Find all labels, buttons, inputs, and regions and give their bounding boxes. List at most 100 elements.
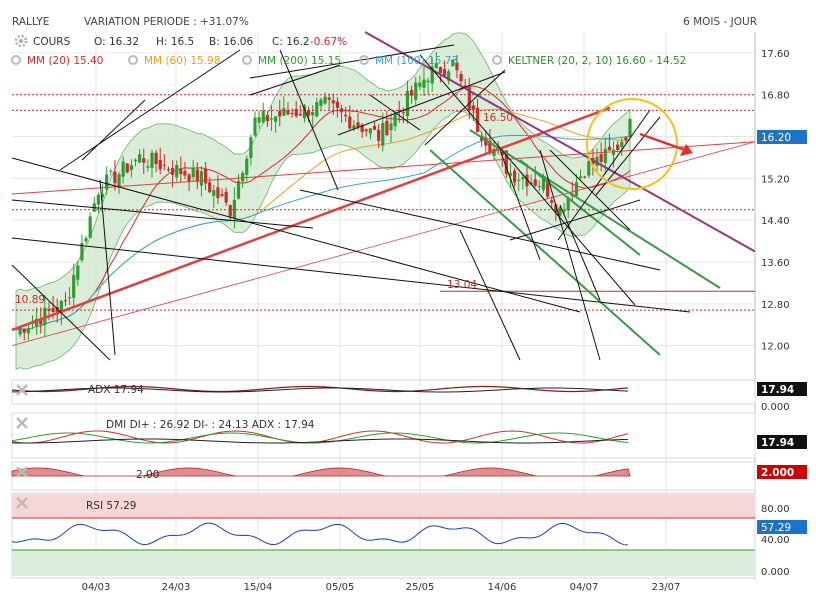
ma-legend-text: MM (100) 15.73: [375, 55, 458, 67]
candle-body: [109, 170, 113, 172]
panel-close-icon[interactable]: [16, 384, 28, 396]
candle-body: [158, 159, 162, 170]
black-trendline: [509, 199, 641, 241]
candle-body: [578, 176, 583, 178]
black-trendline: [279, 49, 339, 191]
candle-body: [438, 66, 443, 73]
rsi-oversold-zone: [12, 550, 755, 576]
candle-body: [162, 164, 166, 166]
ma-legend-item: MM (100) 15.73: [359, 55, 458, 67]
candle-body: [236, 181, 241, 199]
rsi-line: [11, 522, 629, 546]
settings-gear-icon[interactable]: [14, 34, 28, 48]
candle-body: [117, 174, 121, 188]
price-tick: 14.40: [761, 216, 790, 227]
candle-body: [508, 173, 513, 176]
panel-frame: [11, 412, 756, 459]
candle-body: [228, 205, 232, 217]
candle-body: [381, 122, 385, 146]
candle-body: [500, 152, 504, 156]
candle-body: [212, 189, 216, 196]
ohlc-high: H: 16.5: [156, 36, 194, 48]
ma-legend-item: KELTNER (20, 2, 10) 16.60 - 14.52: [492, 55, 686, 67]
candle-body: [434, 63, 438, 68]
trix-area: [11, 467, 631, 477]
candle-body: [393, 114, 397, 127]
black-trendline: [11, 157, 581, 313]
time-axis: 04/03 24/03 15/04 05/05 25/05 14/06 04/07 23/07: [82, 582, 681, 593]
candle-body: [59, 300, 63, 313]
candle-body: [282, 108, 286, 116]
black-trendline: [249, 64, 341, 96]
candle-body: [525, 174, 529, 187]
adx-value: 17.94: [761, 384, 794, 396]
dmi-minus-line: [11, 432, 629, 444]
candle-body: [39, 318, 43, 325]
candle-body: [261, 110, 265, 123]
candle-body: [274, 116, 278, 122]
adx-zero: 0.000: [761, 402, 790, 413]
black-trendline: [419, 54, 636, 306]
candle-body: [422, 79, 426, 88]
candle-body: [504, 150, 508, 174]
panel-close-icon[interactable]: [16, 466, 28, 478]
black-trendline: [249, 44, 455, 79]
candle-body: [545, 180, 550, 197]
candle-body: [216, 187, 220, 199]
candle-body: [121, 161, 125, 177]
price-tick: 12.80: [761, 300, 790, 311]
candle-body: [628, 119, 632, 138]
candle-body: [405, 90, 410, 117]
candle-body: [265, 114, 269, 122]
candle-body: [187, 174, 191, 182]
candle-body: [537, 186, 541, 188]
candle-body: [208, 182, 212, 193]
candle-body: [554, 204, 558, 213]
candle-body: [166, 169, 171, 171]
candle-body: [331, 100, 335, 104]
ma-gear-icon: [359, 55, 369, 65]
ohlc-low: B: 16.06: [209, 36, 253, 48]
candle-body: [183, 171, 187, 176]
panel-close-icon[interactable]: [16, 497, 28, 509]
ma-legend-item: MM (200) 15.15: [242, 55, 341, 67]
candle-body: [154, 152, 158, 165]
candle-body: [624, 137, 628, 141]
black-trendline: [337, 71, 506, 136]
dmi-value: 17.94: [761, 437, 794, 449]
ma-legend-text: MM (200) 15.15: [258, 55, 341, 67]
price-tick: 15.20: [761, 174, 790, 185]
candle-body: [129, 165, 133, 171]
black-trendline: [559, 204, 601, 301]
candle-body: [175, 165, 179, 178]
time-tick: 05/05: [326, 582, 355, 593]
candle-body: [377, 129, 381, 141]
close-icon: [16, 384, 28, 396]
green-channel-line: [469, 129, 721, 289]
candle-body: [142, 158, 146, 163]
candle-body: [442, 69, 447, 76]
candle-body: [344, 114, 348, 117]
black-trendline: [539, 149, 601, 361]
panel-frame: [11, 492, 756, 579]
ma-legend-item: MM (60) 15.98: [128, 55, 220, 67]
rsi-label: RSI 57.29: [86, 500, 136, 512]
candle-body: [84, 238, 88, 242]
candle-body: [125, 163, 129, 173]
candle-body: [241, 172, 245, 182]
candle-body: [63, 300, 68, 302]
time-tick: 25/05: [406, 582, 435, 593]
trix-value: 2.000: [761, 467, 794, 479]
panel-close-icon[interactable]: [16, 417, 28, 429]
candle-body: [356, 122, 360, 128]
candle-body: [88, 216, 92, 238]
candle-body: [451, 59, 455, 67]
candle-body: [100, 193, 105, 198]
ma-legend: MM (20) 15.40 MM (60) 15.98 MM (200) 15.15…: [11, 55, 686, 67]
candle-body: [513, 170, 517, 183]
candle-body: [72, 275, 76, 298]
candle-body: [550, 200, 554, 203]
candle-body: [67, 297, 72, 299]
